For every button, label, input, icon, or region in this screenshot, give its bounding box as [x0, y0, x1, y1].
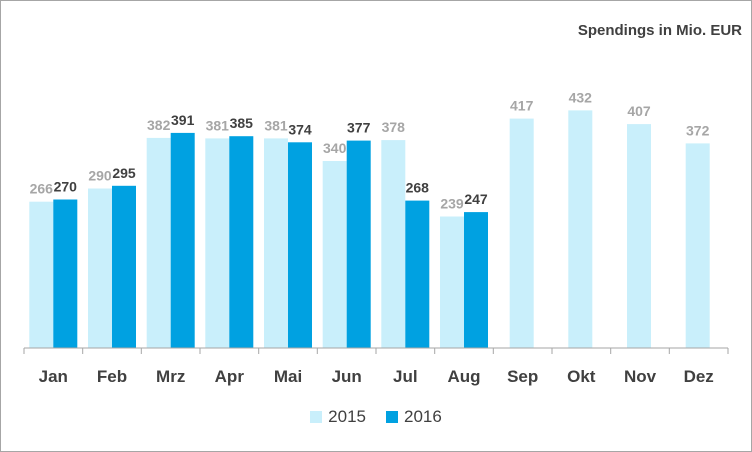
data-label-2015-Apr: 381 — [206, 117, 230, 133]
data-label-2015-Jul: 378 — [382, 119, 406, 135]
data-label-2015-Jun: 340 — [323, 140, 347, 156]
bar-2015-Jun — [322, 161, 347, 348]
data-label-2015-Feb: 290 — [88, 168, 112, 184]
bar-2016-Apr — [229, 136, 254, 348]
data-label-2015-Nov: 407 — [627, 103, 651, 119]
data-label-2015-Mrz: 382 — [147, 117, 171, 133]
bar-2015-Mai — [264, 138, 288, 348]
x-tick-label-Okt: Okt — [567, 367, 596, 386]
x-tick-label-Apr: Apr — [215, 367, 245, 386]
bar-2015-Jan — [29, 201, 54, 348]
bar-2015-Okt — [568, 110, 593, 349]
legend-item-2015: 2015 — [310, 407, 366, 427]
x-tick-label-Dez: Dez — [684, 367, 714, 386]
data-label-2016-Apr: 385 — [230, 115, 254, 131]
data-label-2016-Jan: 270 — [54, 179, 78, 195]
bar-2016-Mai — [288, 142, 312, 348]
bar-2016-Mrz — [170, 132, 195, 348]
x-tick-label-Sep: Sep — [507, 367, 538, 386]
bar-2016-Jan — [53, 199, 78, 348]
bar-2015-Dez — [685, 143, 710, 348]
data-label-2016-Aug: 247 — [464, 191, 488, 207]
data-label-2015-Jan: 266 — [30, 181, 54, 197]
legend-swatch-2015 — [310, 411, 323, 423]
chart-title: Spendings in Mio. EUR — [577, 22, 742, 39]
bar-2015-Jul — [381, 140, 406, 348]
x-tick-label-Feb: Feb — [97, 367, 127, 386]
bar-2016-Aug — [464, 212, 488, 348]
bar-2015-Aug — [440, 216, 464, 348]
bar-2016-Jun — [346, 140, 371, 348]
x-tick-label-Jan: Jan — [39, 367, 68, 386]
legend-swatch-2016 — [386, 411, 398, 423]
data-label-2016-Feb: 295 — [112, 165, 136, 181]
bar-2015-Sep — [509, 118, 534, 348]
legend-item-2016: 2016 — [386, 407, 442, 427]
x-tick-label-Mrz: Mrz — [156, 367, 185, 386]
bar-2015-Feb — [88, 188, 112, 348]
data-label-2016-Jul: 268 — [406, 180, 430, 196]
bar-2015-Apr — [205, 138, 230, 348]
legend-label-2016: 2016 — [404, 407, 442, 426]
x-tick-label-Jun: Jun — [332, 367, 362, 386]
bar-2016-Feb — [112, 185, 136, 349]
bar-2015-Mrz — [146, 137, 171, 348]
bar-2016-Jul — [405, 200, 430, 348]
data-label-2016-Mrz: 391 — [171, 112, 195, 128]
legend: 2015 2016 — [0, 407, 752, 427]
data-label-2015-Mai: 381 — [264, 117, 288, 133]
data-label-2015-Aug: 239 — [440, 196, 464, 212]
x-tick-label-Jul: Jul — [393, 367, 418, 386]
bar-2015-Nov — [627, 124, 651, 348]
x-tick-label-Nov: Nov — [624, 367, 657, 386]
data-label-2015-Dez: 372 — [686, 122, 710, 138]
data-label-2016-Mai: 374 — [288, 121, 312, 137]
data-label-2016-Jun: 377 — [347, 120, 371, 136]
x-tick-label-Aug: Aug — [447, 367, 480, 386]
legend-label-2015: 2015 — [328, 407, 366, 426]
x-tick-label-Mai: Mai — [274, 367, 302, 386]
data-label-2015-Sep: 417 — [510, 98, 534, 114]
data-label-2015-Okt: 432 — [569, 89, 593, 105]
